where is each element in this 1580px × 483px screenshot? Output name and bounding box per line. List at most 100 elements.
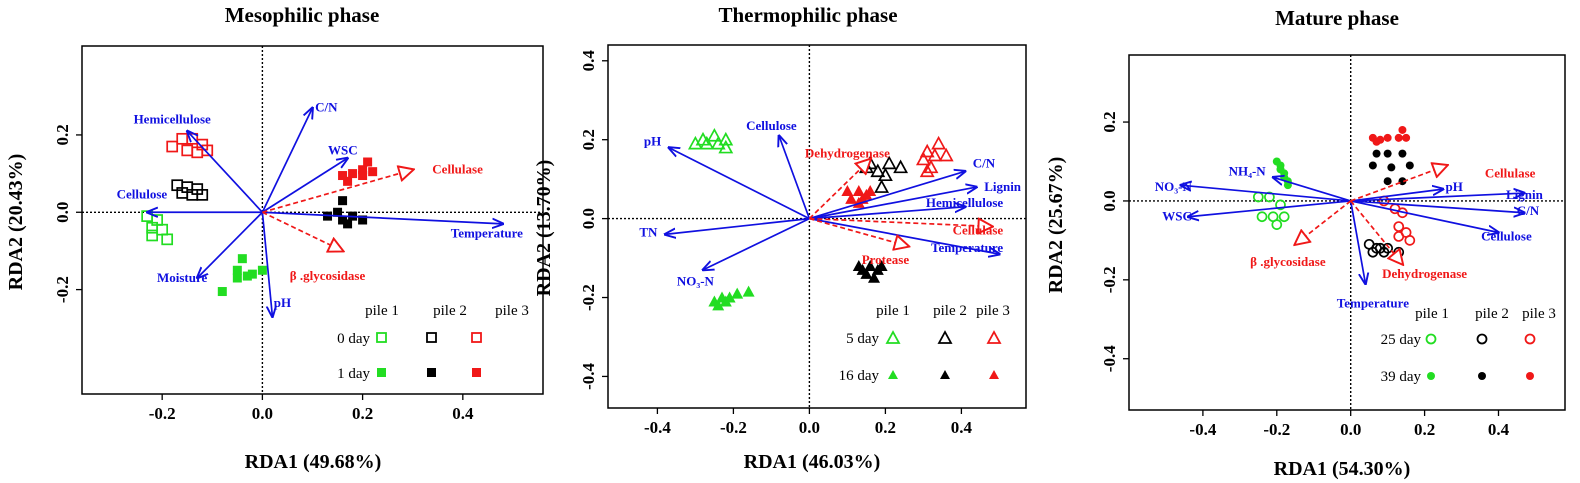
data-point xyxy=(156,223,169,236)
vector-arrow xyxy=(809,187,976,220)
vector-arrow xyxy=(261,108,312,213)
vector-label: Cellulose xyxy=(746,118,797,133)
vector-label: Temperature xyxy=(451,225,523,240)
vector-label: Lignin xyxy=(1506,187,1544,202)
vector-arrow xyxy=(261,158,347,213)
vector-arrow xyxy=(1350,165,1447,202)
legend-col-pile3: pile 3 xyxy=(1522,306,1556,322)
data-point xyxy=(1387,163,1396,172)
panel-mesophilic: Mesophilic phase RDA1 (49.68%) RDA2 (20.… xyxy=(5,3,544,473)
x-tick-label: 0.2 xyxy=(352,404,373,423)
x-tick-label: 0.4 xyxy=(951,418,973,437)
vector-arrow xyxy=(1350,189,1443,202)
x-tick-label: 0.2 xyxy=(875,418,896,437)
x-tick-label: 0.4 xyxy=(452,404,474,423)
legend-col-pile1: pile 1 xyxy=(365,303,399,319)
x-tick-label: 0.2 xyxy=(1414,420,1435,439)
vector-arrow xyxy=(1350,193,1525,202)
data-point xyxy=(881,155,897,170)
legend-marker xyxy=(426,332,437,343)
vector-arrow xyxy=(809,219,991,227)
x-tick-label: 0.0 xyxy=(799,418,820,437)
legend-col-pile1: pile 1 xyxy=(876,303,910,319)
data-point xyxy=(687,135,703,150)
data-point xyxy=(343,176,353,186)
vector-arrow xyxy=(197,211,263,278)
vector-label: NH₄-N xyxy=(1229,163,1267,178)
data-point xyxy=(699,135,715,150)
data-point xyxy=(242,271,252,281)
data-point xyxy=(845,192,858,204)
legend: pile 1 pile 2 pile 3 5 day 16 day xyxy=(839,303,1010,384)
y-axis-label: RDA2 (13.70%) xyxy=(533,160,555,297)
data-point xyxy=(146,229,159,242)
vector-arrow xyxy=(1295,200,1352,244)
data-point xyxy=(915,151,931,166)
data-point xyxy=(938,147,954,162)
y-tick-label: 0.2 xyxy=(579,129,598,150)
legend-marker xyxy=(471,332,482,343)
legend-marker xyxy=(1425,333,1437,345)
data-point xyxy=(196,189,209,201)
data-point xyxy=(1374,242,1386,254)
vector-label: WSC xyxy=(1162,209,1192,224)
legend-marker xyxy=(427,368,436,377)
vector-arrow xyxy=(262,211,342,251)
vector-arrow xyxy=(1181,185,1351,202)
data-point xyxy=(1398,149,1407,158)
vector-label: NO₃-N xyxy=(1155,179,1193,194)
plot-area: -0.4 -0.2 0.0 0.2 0.4 -0.4 -0.2 0.0 0.2 NH₄-N NO₃-… xyxy=(1100,55,1565,439)
legend-row-2: 16 day xyxy=(839,368,880,384)
legend-marker xyxy=(1524,333,1536,345)
legend-marker xyxy=(1526,372,1534,380)
vector-arrow xyxy=(1349,200,1366,284)
panel-mature: Mature phase RDA1 (54.30%) RDA2 (25.67%)… xyxy=(1045,6,1566,480)
vector-label: Temperature xyxy=(931,240,1003,255)
data-point xyxy=(710,135,726,150)
vector-label: C/N xyxy=(1517,203,1540,218)
legend-row-1: 5 day xyxy=(846,331,879,347)
data-point xyxy=(358,215,368,225)
vector-arrow xyxy=(703,217,810,270)
data-point xyxy=(161,233,174,246)
data-point xyxy=(348,169,358,179)
data-point xyxy=(877,167,893,182)
x-axis-label: RDA1 (54.30%) xyxy=(1274,458,1411,480)
y-tick-label: 0.2 xyxy=(1100,111,1119,132)
vector-label: Cellulose xyxy=(117,187,168,202)
data-point xyxy=(1372,149,1381,158)
data-point xyxy=(868,271,880,283)
vector-label: pH xyxy=(274,295,291,310)
vector-arrow xyxy=(809,217,908,247)
x-tick-label: 0.0 xyxy=(252,404,273,423)
panel-title: Thermophilic phase xyxy=(718,3,897,27)
legend-col-pile2: pile 2 xyxy=(1475,306,1509,322)
legend-marker xyxy=(1476,333,1488,345)
data-point xyxy=(1252,191,1264,203)
vector-label: Cellulase xyxy=(432,162,483,177)
data-point xyxy=(217,287,227,297)
y-axis-label: RDA2 (25.67%) xyxy=(1045,157,1067,294)
data-point xyxy=(191,146,204,159)
legend: pile 1 pile 2 pile 3 25 day 39 day xyxy=(1381,306,1556,385)
y-tick-label: 0.0 xyxy=(53,202,72,223)
vector-label: Dehydrogenase xyxy=(805,145,890,160)
data-point xyxy=(1383,149,1392,158)
legend-col-pile3: pile 3 xyxy=(976,303,1010,319)
vector-label: Temperature xyxy=(1337,295,1409,310)
data-point xyxy=(718,131,734,146)
x-tick-label: 0.0 xyxy=(1340,420,1361,439)
data-point xyxy=(1383,133,1392,142)
data-point xyxy=(343,219,353,229)
data-point xyxy=(232,265,242,275)
x-axis-label: RDA1 (49.68%) xyxy=(245,451,382,473)
legend-col-pile3: pile 3 xyxy=(495,303,529,319)
vector-label: Dehydrogenase xyxy=(1382,266,1467,281)
data-point xyxy=(893,159,909,174)
legend-marker xyxy=(1427,372,1435,380)
data-point xyxy=(864,259,877,271)
data-point xyxy=(1393,221,1405,232)
data-point xyxy=(719,295,732,307)
vector-label: Cellulase xyxy=(953,222,1004,237)
